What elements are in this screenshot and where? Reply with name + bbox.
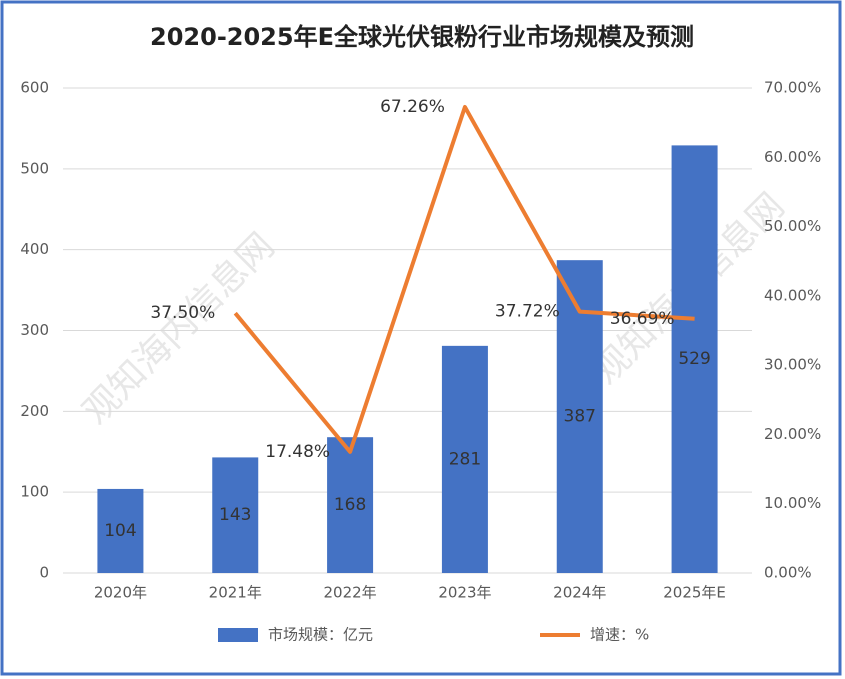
x-tick-label: 2025年E <box>663 584 726 602</box>
bar <box>441 345 488 573</box>
bar-value-label: 529 <box>678 349 710 369</box>
bar-value-label: 143 <box>219 505 251 525</box>
line-value-label: 37.50% <box>150 303 215 323</box>
bar-value-label: 104 <box>104 521 136 541</box>
y-tick-label: 200 <box>20 402 49 420</box>
bar <box>671 145 718 573</box>
y-tick-label: 500 <box>20 159 49 177</box>
x-tick-label: 2021年 <box>209 584 262 602</box>
line <box>233 104 695 454</box>
line-value-label: 67.26% <box>380 97 445 117</box>
y2-tick-label: 20.00% <box>764 425 821 443</box>
x-tick-label: 2020年 <box>94 584 147 602</box>
y2-tick-label: 0.00% <box>764 564 812 582</box>
x-tick-label: 2022年 <box>323 584 376 602</box>
line-value-label: 17.48% <box>265 442 330 462</box>
bar <box>327 437 374 573</box>
bar-value-label: 387 <box>564 407 596 427</box>
bar <box>97 488 144 573</box>
legend-label: 市场规模：亿元 <box>268 626 373 644</box>
bar-value-label: 168 <box>334 495 366 515</box>
chart-title: 2020-2025年E全球光伏银粉行业市场规模及预测 <box>150 23 694 51</box>
y2-tick-label: 60.00% <box>764 148 821 166</box>
x-tick-label: 2023年 <box>438 584 491 602</box>
bar-value-label: 281 <box>449 449 481 469</box>
y-tick-label: 0 <box>39 564 49 582</box>
bar <box>212 457 259 573</box>
y2-tick-label: 30.00% <box>764 356 821 374</box>
legend-label: 增速：% <box>590 626 649 644</box>
legend-swatch <box>218 628 258 642</box>
y2-tick-label: 10.00% <box>764 494 821 512</box>
y2-tick-label: 40.00% <box>764 286 821 304</box>
y2-tick-label: 50.00% <box>764 217 821 235</box>
line-value-label: 37.72% <box>495 302 560 322</box>
y2-tick-label: 70.00% <box>764 79 821 97</box>
y-tick-label: 600 <box>20 79 49 97</box>
y-tick-label: 400 <box>20 240 49 258</box>
line-value-label: 36.69% <box>610 309 675 329</box>
x-tick-label: 2024年 <box>553 584 606 602</box>
y-tick-label: 300 <box>20 321 49 339</box>
y-tick-label: 100 <box>20 483 49 501</box>
